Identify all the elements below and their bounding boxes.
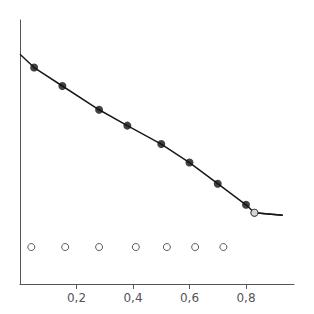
svg-text:0,4: 0,4	[123, 291, 142, 305]
svg-text:0,6: 0,6	[180, 291, 199, 305]
svg-text:0,8: 0,8	[236, 291, 255, 305]
svg-text:0,2: 0,2	[67, 291, 86, 305]
